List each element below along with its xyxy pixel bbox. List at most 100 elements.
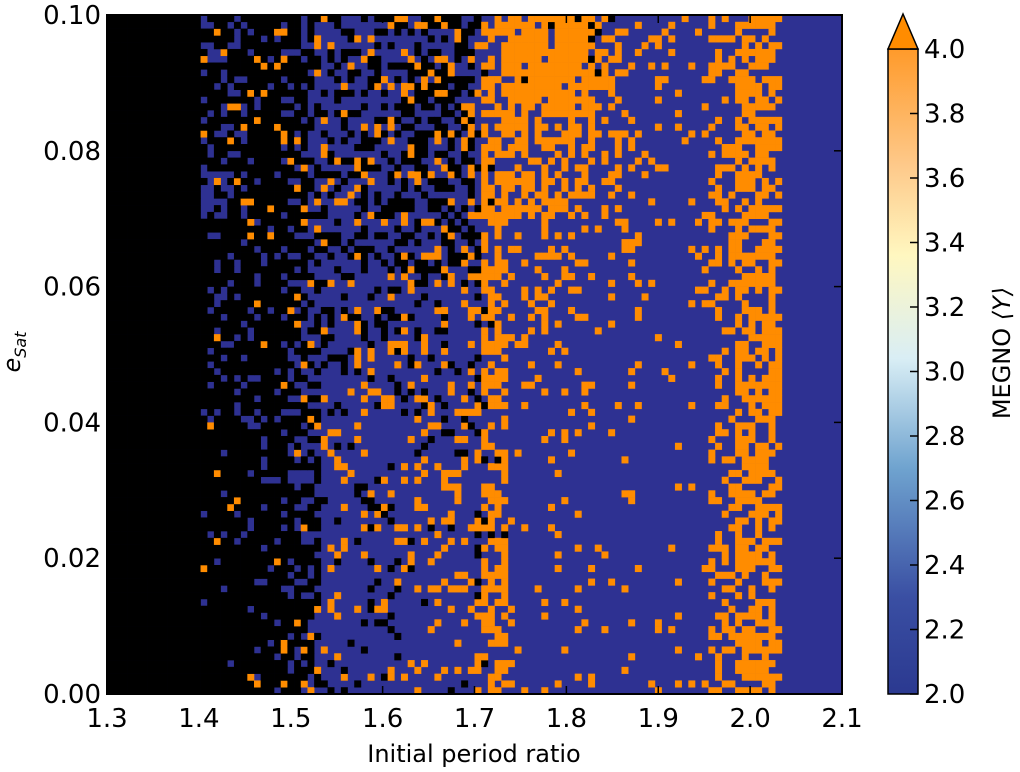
heatmap-cell xyxy=(761,673,769,681)
heatmap-cell xyxy=(387,517,395,525)
heatmap-cell xyxy=(721,476,729,484)
heatmap-cell xyxy=(380,598,388,607)
heatmap-cell xyxy=(708,497,716,505)
heatmap-cell xyxy=(748,110,756,118)
heatmap-cell xyxy=(180,116,188,124)
heatmap-cell xyxy=(133,89,141,97)
heatmap-cell xyxy=(254,592,261,600)
heatmap-cell xyxy=(735,422,743,430)
heatmap-cell xyxy=(107,35,114,43)
heatmap-cell xyxy=(133,666,141,674)
heatmap-cell xyxy=(360,252,368,260)
heatmap-cell xyxy=(360,395,368,403)
heatmap-cell xyxy=(254,225,261,233)
heatmap-cell xyxy=(708,279,716,287)
heatmap-cell xyxy=(367,137,375,145)
heatmap-cell xyxy=(634,361,642,369)
heatmap-cell xyxy=(267,211,275,219)
heatmap-cell xyxy=(200,232,208,240)
heatmap-cell xyxy=(153,490,161,498)
heatmap-cell xyxy=(748,205,756,213)
heatmap-cell xyxy=(621,666,629,674)
heatmap-cell xyxy=(213,435,221,444)
heatmap-cell xyxy=(307,252,315,260)
heatmap-cell xyxy=(728,259,736,267)
heatmap-cell xyxy=(187,660,195,668)
heatmap-cell xyxy=(113,171,121,179)
heatmap-cell xyxy=(434,598,442,607)
heatmap-cell xyxy=(768,320,776,328)
heatmap-cell xyxy=(140,55,148,63)
heatmap-cell xyxy=(127,35,135,43)
heatmap-cell xyxy=(207,605,215,613)
heatmap-cell xyxy=(294,184,302,192)
heatmap-cell xyxy=(548,89,555,97)
heatmap-cell xyxy=(267,96,275,104)
heatmap-cell xyxy=(721,626,729,634)
heatmap-cell xyxy=(187,558,195,566)
heatmap-cell xyxy=(581,402,589,410)
heatmap-cell xyxy=(548,96,555,104)
heatmap-cell xyxy=(461,137,469,145)
heatmap-cell xyxy=(294,116,302,124)
heatmap-cell xyxy=(120,150,128,158)
heatmap-cell xyxy=(421,334,429,342)
heatmap-cell xyxy=(568,144,576,152)
heatmap-cell xyxy=(354,35,362,43)
heatmap-cell xyxy=(160,252,168,260)
heatmap-cell xyxy=(120,62,128,70)
heatmap-cell xyxy=(581,82,589,90)
heatmap-cell xyxy=(608,55,616,63)
heatmap-cell xyxy=(287,211,295,219)
heatmap-cell xyxy=(300,164,308,172)
heatmap-cell xyxy=(354,435,362,444)
heatmap-cell xyxy=(133,626,141,634)
heatmap-cell xyxy=(267,449,275,457)
heatmap-cell xyxy=(514,55,522,63)
heatmap-cell xyxy=(314,327,322,335)
heatmap-cell xyxy=(748,395,756,403)
heatmap-cell xyxy=(320,211,328,219)
heatmap-cell xyxy=(180,374,188,382)
heatmap-cell xyxy=(494,123,502,131)
heatmap-cell xyxy=(180,578,188,586)
heatmap-cell xyxy=(133,42,141,50)
heatmap-cell xyxy=(541,69,549,77)
heatmap-cell xyxy=(741,69,749,77)
heatmap-cell xyxy=(461,680,469,688)
heatmap-cell xyxy=(254,660,261,668)
heatmap-cell xyxy=(761,48,769,57)
heatmap-cell xyxy=(294,55,302,63)
heatmap-cell xyxy=(514,205,522,213)
heatmap-cell xyxy=(300,130,308,138)
heatmap-cell xyxy=(561,429,569,437)
heatmap-cell xyxy=(768,55,776,63)
heatmap-cell xyxy=(648,279,656,287)
heatmap-cell xyxy=(494,177,502,186)
heatmap-cell xyxy=(715,62,723,70)
heatmap-cell xyxy=(314,632,322,640)
heatmap-cell xyxy=(167,660,175,668)
heatmap-cell xyxy=(467,340,475,349)
heatmap-cell xyxy=(127,110,135,118)
heatmap-cell xyxy=(414,476,422,484)
heatmap-cell xyxy=(474,279,482,287)
heatmap-cell xyxy=(213,402,221,410)
heatmap-cell xyxy=(441,130,449,138)
heatmap-cell xyxy=(153,21,161,29)
heatmap-cell xyxy=(147,483,155,491)
heatmap-cell xyxy=(507,116,515,124)
heatmap-cell xyxy=(274,395,282,403)
heatmap-cell xyxy=(755,279,763,287)
heatmap-cell xyxy=(394,340,402,349)
heatmap-cell xyxy=(394,252,402,260)
heatmap-cell xyxy=(434,48,442,57)
heatmap-cell xyxy=(200,225,208,233)
heatmap-cell xyxy=(160,313,168,321)
heatmap-cell xyxy=(147,639,155,647)
heatmap-cell xyxy=(421,103,429,111)
heatmap-cell xyxy=(541,28,549,36)
heatmap-cell xyxy=(240,680,248,688)
heatmap-cell xyxy=(120,368,128,376)
heatmap-cell xyxy=(761,510,769,518)
